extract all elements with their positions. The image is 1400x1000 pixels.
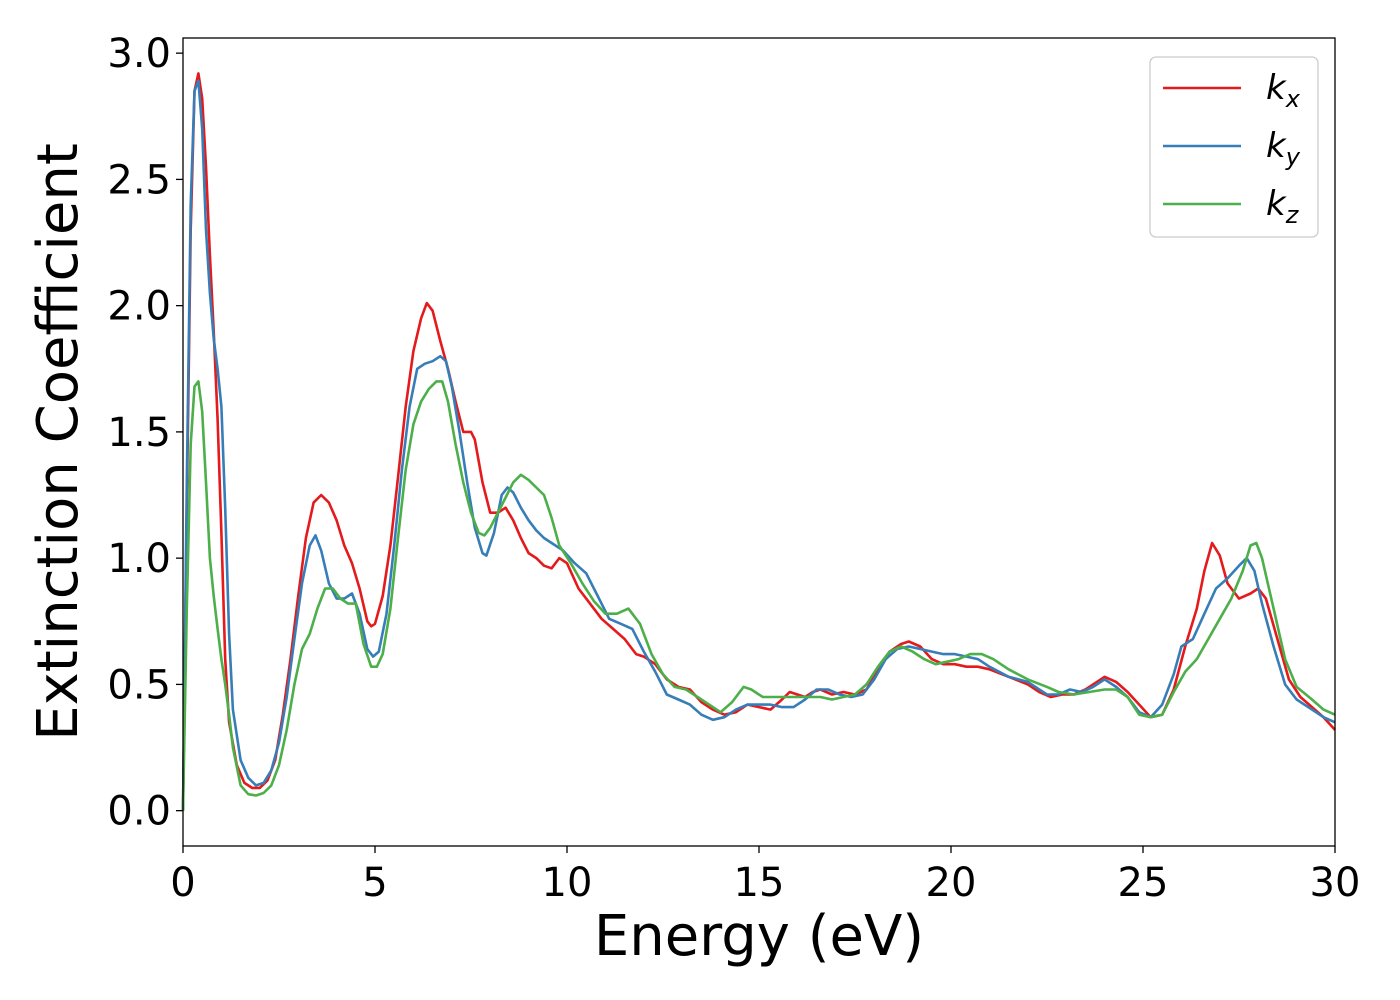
x-tick-label: 30	[1310, 860, 1361, 906]
legend-entries: kx ky kz	[1163, 68, 1301, 229]
x-tick-label: 10	[542, 860, 593, 906]
x-tick-label: 5	[362, 860, 387, 906]
y-axis-title: Extinction Coefficient	[26, 143, 91, 741]
x-tick-label: 0	[170, 860, 195, 906]
y-tick-label: 2.5	[107, 157, 171, 203]
series-layer	[181, 72, 1336, 811]
x-tick-label: 25	[1118, 860, 1169, 906]
x-tick-label: 20	[926, 860, 977, 906]
y-axis: 0.0 0.5 1.0 1.5 2.0 2.5 3.0	[107, 31, 183, 835]
series-line-ky	[181, 79, 1336, 811]
legend-label-ky: ky	[1266, 126, 1301, 171]
y-tick-label: 3.0	[107, 31, 171, 77]
x-axis-title: Energy (eV)	[594, 904, 924, 969]
series-line-kx	[181, 72, 1336, 811]
legend: kx ky kz	[1149, 56, 1319, 238]
y-tick-label: 1.5	[107, 410, 171, 456]
y-tick-label: 1.0	[107, 536, 171, 582]
x-tick-label: 15	[734, 860, 785, 906]
y-tick-label: 0.0	[107, 789, 171, 835]
x-axis: 0 5 10 15 20 25 30	[170, 846, 1360, 906]
y-tick-label: 0.5	[107, 662, 171, 708]
legend-label-kx: kx	[1266, 68, 1301, 113]
series-line-kz	[181, 380, 1336, 811]
plot-background	[183, 38, 1335, 846]
y-tick-label: 2.0	[107, 284, 171, 330]
legend-label-kz: kz	[1266, 184, 1300, 229]
